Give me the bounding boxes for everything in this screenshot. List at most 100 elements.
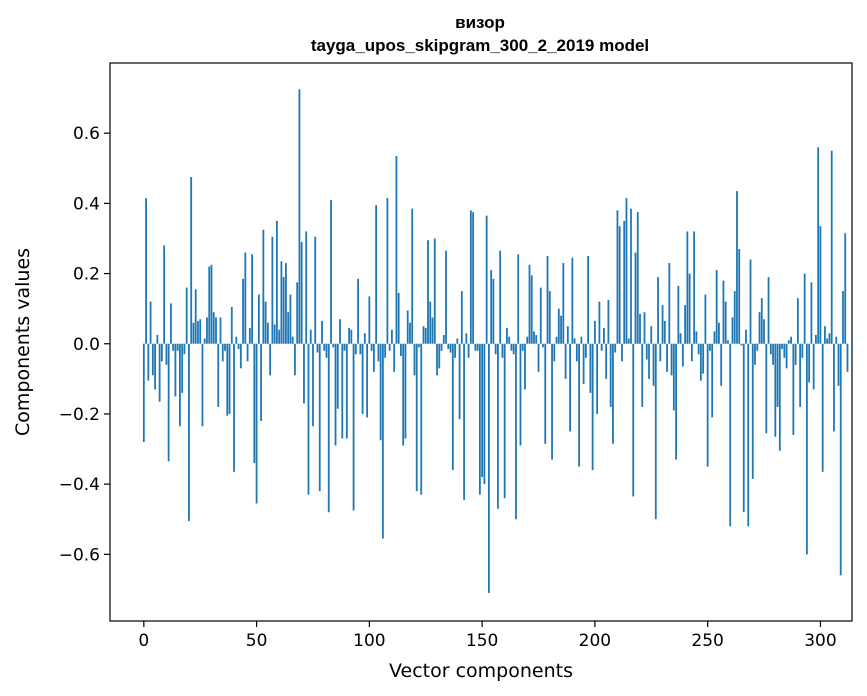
- bar: [641, 343, 644, 407]
- bar: [826, 338, 829, 344]
- bar: [269, 343, 272, 376]
- bar: [812, 343, 815, 390]
- bar: [309, 329, 312, 344]
- bar: [289, 294, 292, 344]
- bar: [147, 343, 150, 381]
- bar: [749, 259, 752, 344]
- bar: [327, 343, 330, 513]
- bar: [490, 270, 493, 344]
- bar: [395, 156, 398, 344]
- x-axis-ticks: 0 50 100 150 200 250 300: [138, 621, 837, 651]
- x-tick-label: 250: [691, 631, 723, 651]
- bar: [751, 343, 754, 479]
- x-tick-label: 200: [579, 631, 611, 651]
- bar: [639, 313, 641, 344]
- bar: [424, 327, 427, 344]
- bar: [627, 338, 630, 344]
- bar: [465, 333, 468, 344]
- bar: [672, 343, 675, 411]
- bar: [456, 338, 459, 344]
- bar: [612, 343, 614, 444]
- bar: [603, 327, 605, 344]
- bar: [176, 343, 179, 351]
- bar: [429, 301, 432, 344]
- bar: [528, 264, 531, 344]
- bar: [526, 336, 529, 344]
- bar: [560, 315, 562, 344]
- bar: [569, 343, 571, 432]
- bar: [192, 322, 195, 344]
- bar: [343, 343, 346, 351]
- bar: [472, 212, 474, 344]
- bar: [521, 343, 524, 351]
- bar: [645, 343, 648, 360]
- bar: [704, 294, 707, 344]
- bar: [835, 336, 838, 344]
- bar: [285, 263, 287, 344]
- bar: [325, 343, 328, 358]
- bar: [280, 261, 283, 344]
- bar: [760, 298, 763, 344]
- bar: [348, 327, 350, 344]
- bar: [228, 343, 231, 414]
- bar: [478, 343, 481, 495]
- bar: [165, 343, 168, 365]
- bar: [621, 343, 623, 362]
- bar: [803, 273, 806, 344]
- bar: [763, 319, 765, 344]
- bar: [722, 280, 725, 344]
- bar: [239, 343, 242, 369]
- bar: [733, 291, 736, 344]
- chart-title: визор: [455, 13, 505, 32]
- bar: [330, 199, 332, 344]
- bar: [372, 343, 375, 372]
- bar: [776, 343, 779, 407]
- bar: [634, 252, 637, 344]
- chart-subtitle: tayga_upos_skipgram_300_2_2019 model: [311, 36, 649, 55]
- bar: [357, 278, 359, 344]
- bar: [510, 343, 513, 351]
- bar: [697, 343, 700, 355]
- bar: [736, 191, 738, 344]
- bar: [381, 343, 384, 539]
- bar: [388, 343, 391, 351]
- bar: [215, 317, 217, 344]
- bar: [625, 198, 628, 344]
- bar: [738, 249, 741, 344]
- y-tick-label: −0.6: [59, 545, 100, 565]
- bar: [517, 254, 520, 344]
- bar: [593, 320, 596, 344]
- bar: [792, 343, 795, 435]
- bar: [350, 329, 353, 344]
- bar: [537, 343, 540, 372]
- y-tick-label: −0.2: [59, 405, 100, 425]
- bar: [765, 343, 768, 434]
- bar: [248, 327, 251, 344]
- bar: [688, 273, 691, 344]
- bar: [251, 254, 253, 344]
- bar: [483, 343, 486, 485]
- bar: [539, 287, 542, 344]
- bar: [208, 266, 211, 344]
- bar: [666, 343, 668, 372]
- bar: [837, 343, 840, 386]
- bar: [411, 208, 414, 344]
- bar: [469, 210, 472, 344]
- bar: [487, 343, 490, 593]
- bar: [296, 282, 299, 344]
- bar: [377, 343, 380, 362]
- bar: [278, 329, 281, 344]
- bar: [778, 343, 781, 451]
- bar: [427, 240, 429, 344]
- bar: [542, 343, 544, 348]
- bar: [693, 231, 696, 344]
- bar: [142, 343, 145, 443]
- bar: [657, 277, 659, 344]
- bar: [255, 343, 258, 504]
- bar: [497, 343, 499, 509]
- bar: [690, 343, 693, 362]
- y-tick-label: 0.2: [73, 265, 100, 285]
- y-tick-label: 0.0: [73, 335, 100, 355]
- bar: [756, 343, 759, 351]
- bar: [438, 343, 441, 369]
